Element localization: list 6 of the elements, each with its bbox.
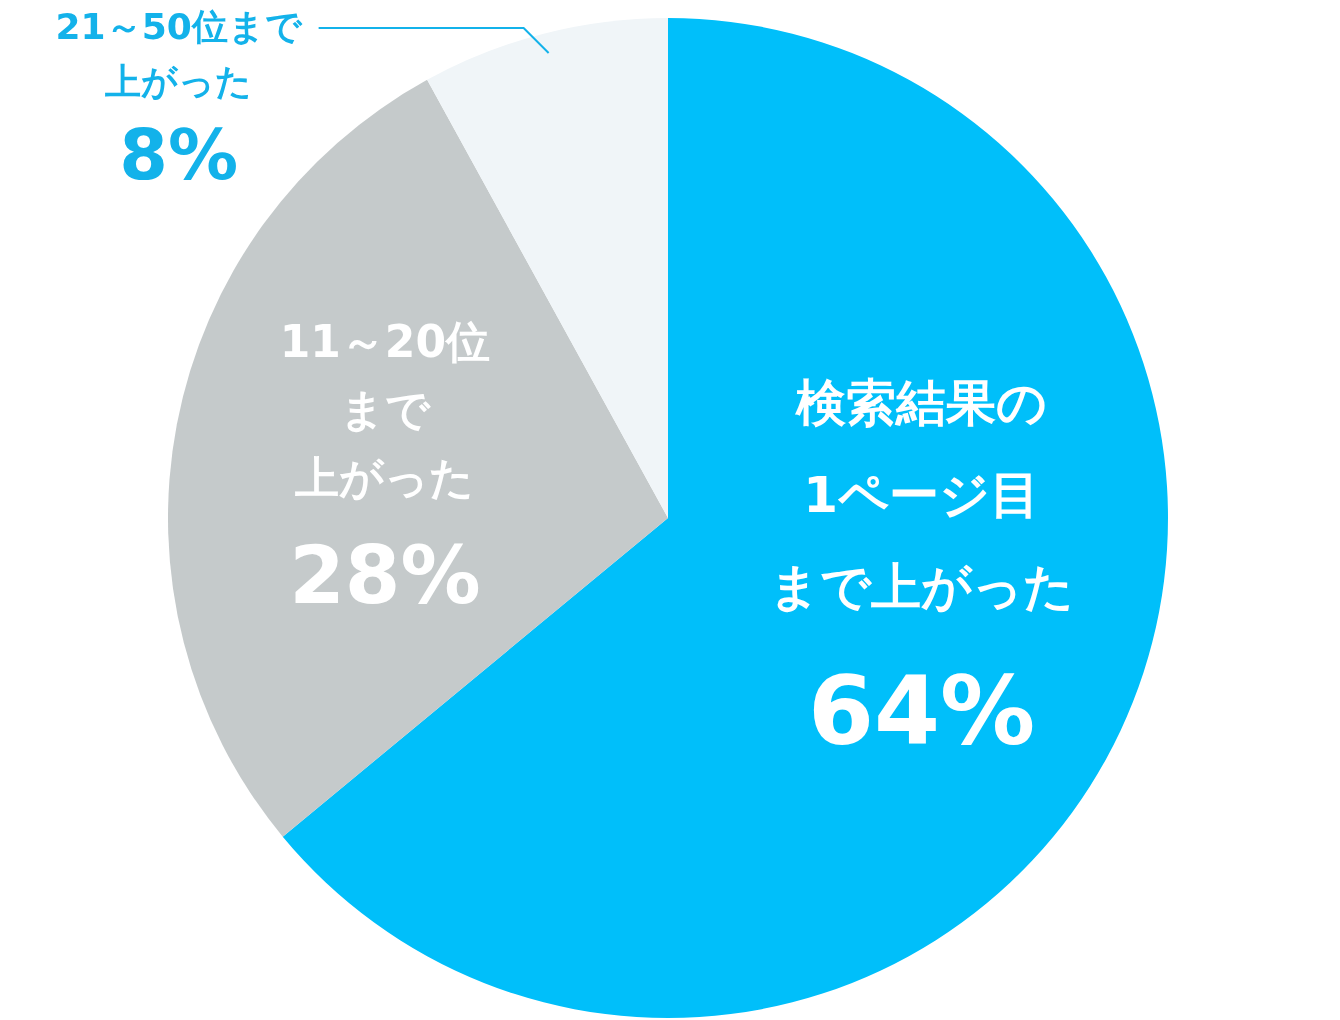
data-label: 64% [807,655,1036,766]
slice-label: 21～50位まで上がった [55,6,303,103]
data-label: 8% [119,114,239,197]
slice-label: 11～20位まで上がった [279,316,491,504]
data-label: 28% [289,529,481,623]
slice-label: 検索結果の1ページ目まで上がった [769,373,1075,616]
